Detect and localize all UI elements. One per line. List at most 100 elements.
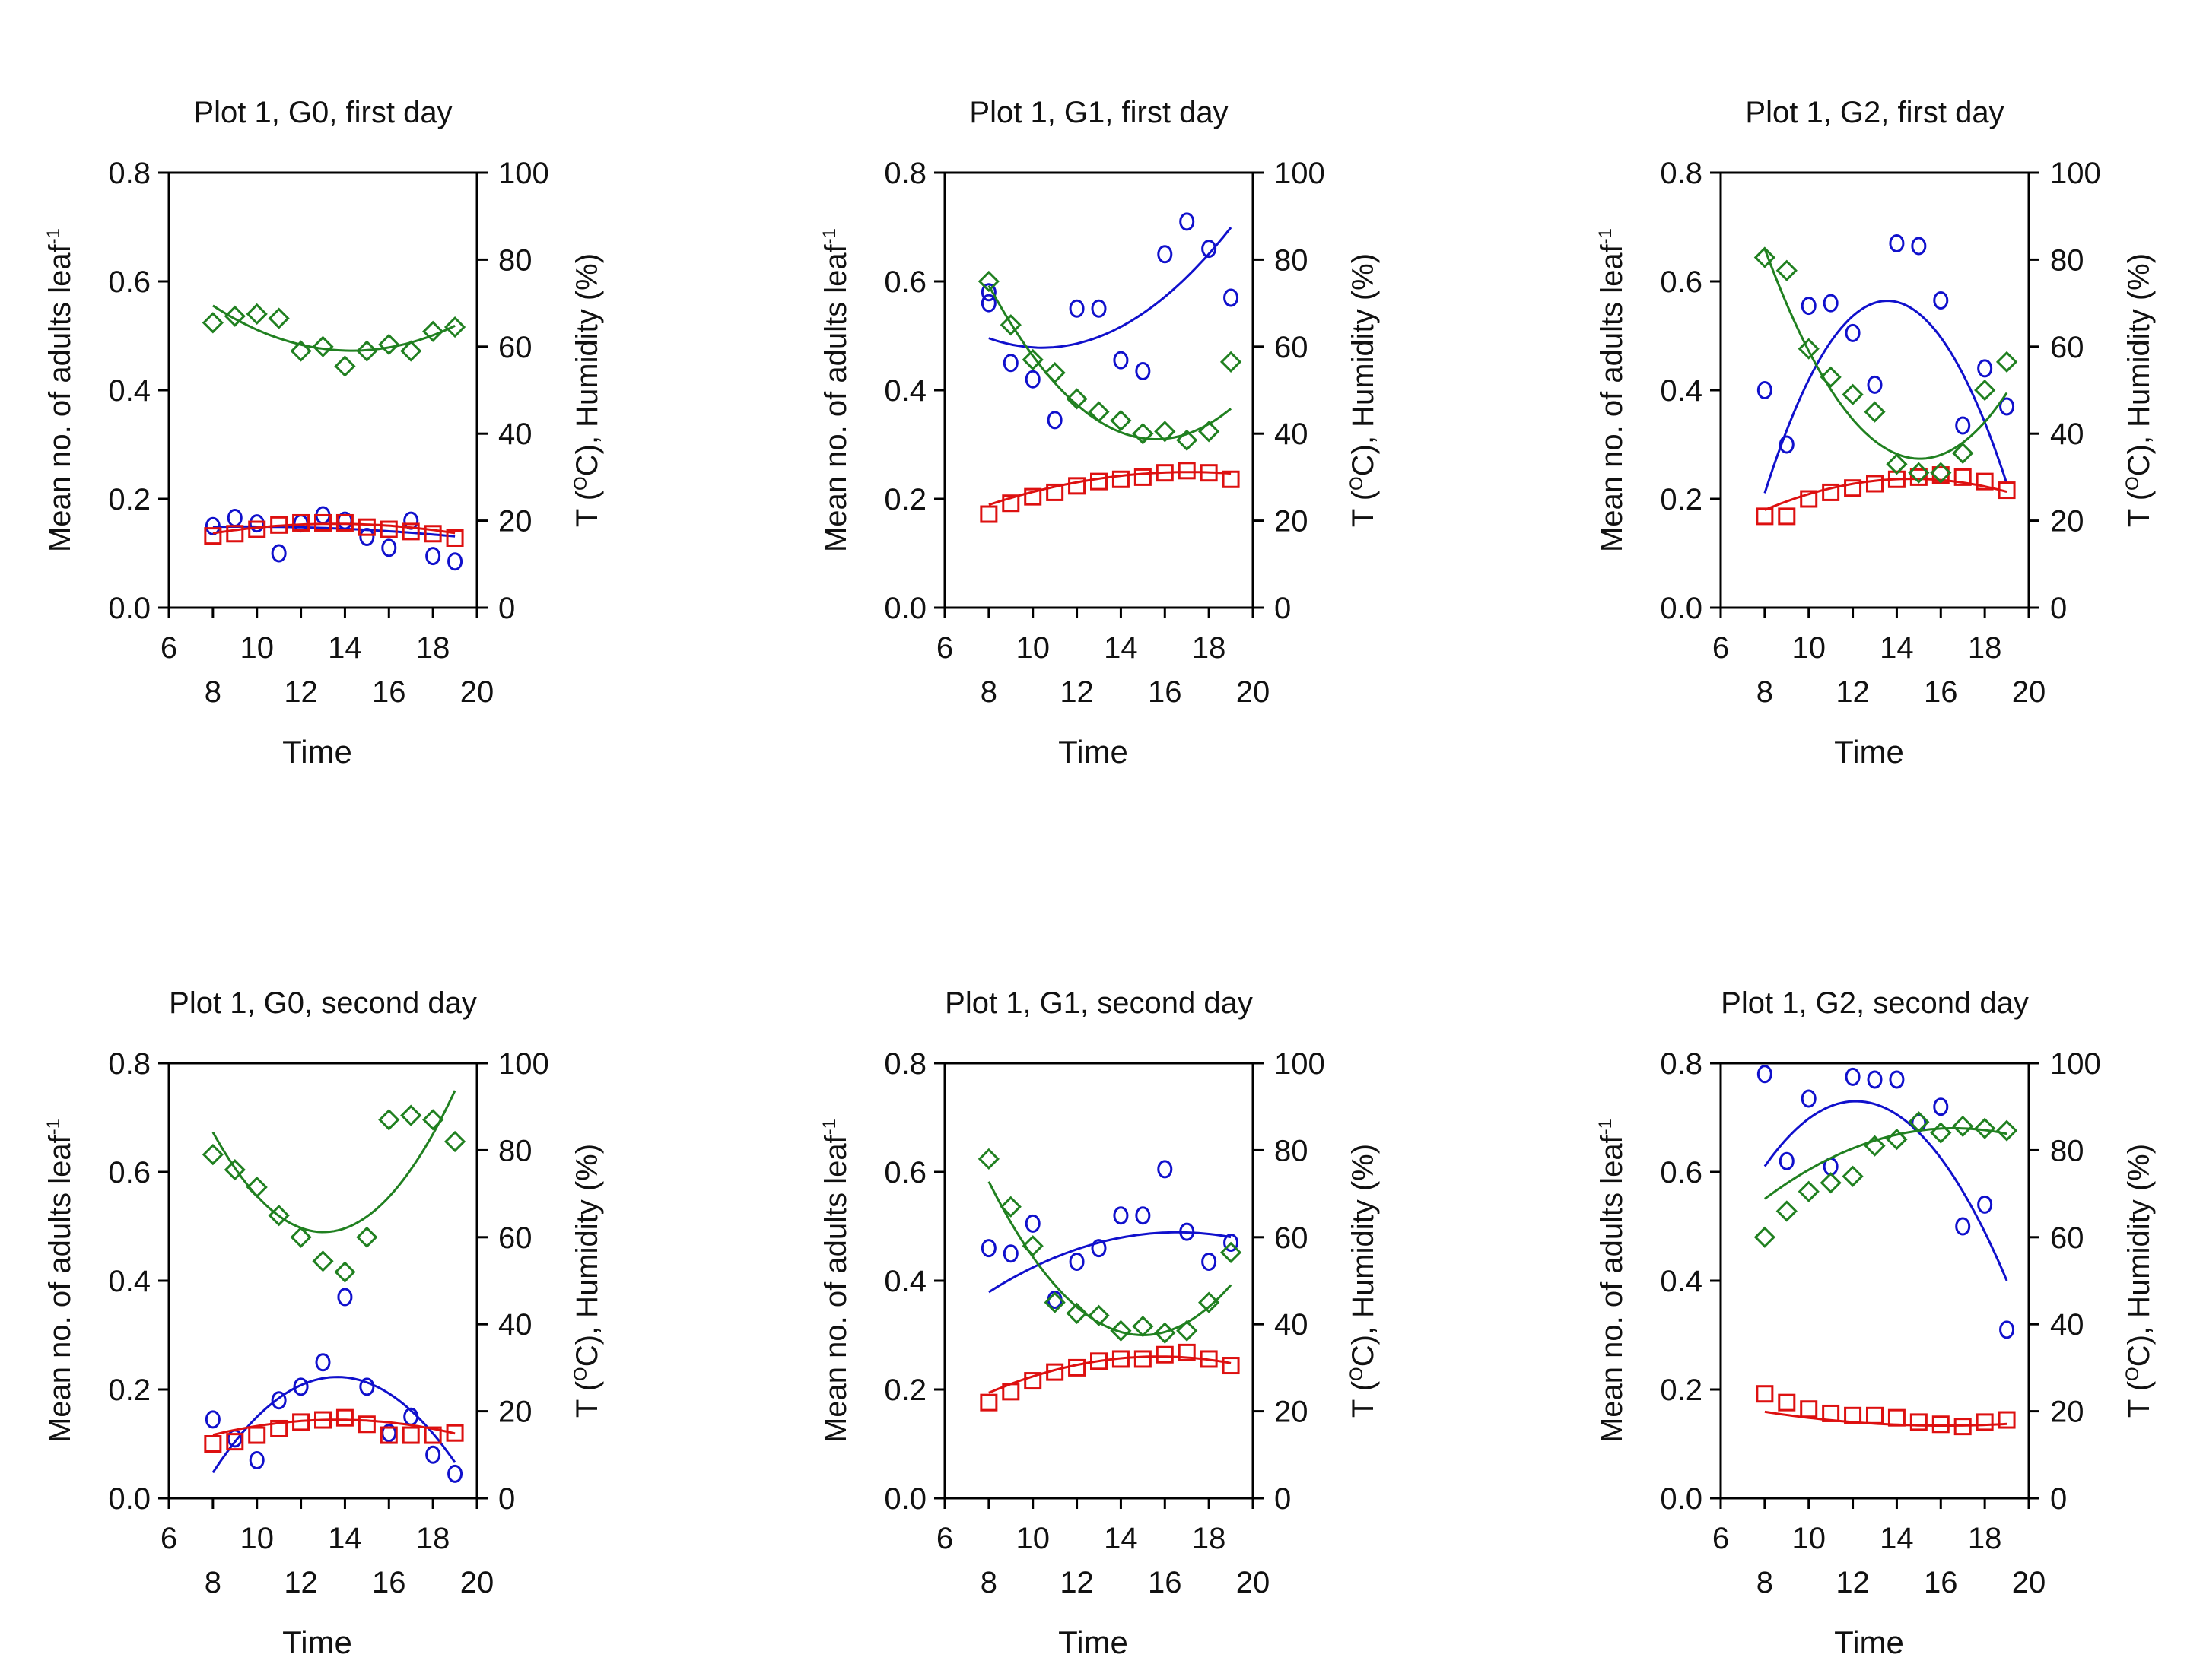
data-point-circle <box>1779 1151 1795 1170</box>
y-tick-label: 0.0 <box>884 592 927 625</box>
y-axis-label-superscript: -1 <box>43 228 64 244</box>
y2-tick-label: 60 <box>2050 331 2084 364</box>
data-point-circle <box>1977 359 1993 378</box>
x-tick-label-upper: 14 <box>1104 631 1138 665</box>
x-tick-label-lower: 8 <box>1756 675 1773 709</box>
data-point-diamond <box>978 1148 1000 1170</box>
y2-tick-label: 60 <box>1274 331 1308 364</box>
x-tick-label-lower: 20 <box>2012 1566 2046 1599</box>
data-point-circle <box>337 1288 353 1307</box>
data-point-square <box>1998 1411 2016 1429</box>
y2-axis-label: T (OC), Humidity (%) <box>1346 253 1380 527</box>
data-point-square <box>204 1435 222 1453</box>
data-point-circle <box>381 538 397 557</box>
chart-panel-4: Plot 1, G0, second day 0.0 0.2 0.4 0.6 0.8 0 20… <box>43 986 604 1660</box>
y-tick-label: 0.8 <box>108 157 151 190</box>
data-point-diamond <box>1753 246 1775 268</box>
x-tick-label-upper: 18 <box>416 631 450 665</box>
y2-axis-label: T (OC), Humidity (%) <box>571 253 604 527</box>
x-tick-label-lower: 12 <box>284 1566 318 1599</box>
data-point-circle <box>205 1410 221 1429</box>
x-axis-label: Time <box>1058 1624 1128 1660</box>
data-point-diamond <box>978 270 1000 293</box>
fit-curve-diamond <box>1763 248 2008 460</box>
data-point-diamond <box>1110 409 1132 432</box>
data-point-square <box>1002 494 1020 513</box>
x-tick-label-lower: 8 <box>981 1566 997 1599</box>
data-point-diamond <box>334 355 356 377</box>
data-point-square <box>1756 507 1774 526</box>
data-point-square <box>1800 490 1818 508</box>
fit-curve-diamond <box>987 284 1232 440</box>
data-point-diamond <box>268 307 290 329</box>
y-tick-label: 0.4 <box>1660 374 1702 408</box>
x-tick-label-lower: 20 <box>1236 1566 1270 1599</box>
x-tick-label-lower: 12 <box>1060 675 1094 709</box>
data-point-square <box>204 527 222 545</box>
series-circle <box>205 506 463 571</box>
chart-title: Plot 1, G2, second day <box>1721 986 2029 1020</box>
data-point-square <box>980 1393 998 1412</box>
data-point-square <box>1024 487 1042 506</box>
data-point-square <box>1133 468 1152 486</box>
data-point-diamond <box>1198 1291 1220 1313</box>
y2-axis-label-main: T ( <box>1346 490 1380 527</box>
data-point-circle <box>1911 237 1927 256</box>
data-point-square <box>1778 1393 1796 1412</box>
fit-curve-circle <box>1763 300 2008 494</box>
y2-tick-label: 60 <box>498 1221 532 1255</box>
data-point-diamond <box>1132 1315 1154 1338</box>
data-point-circle <box>1091 299 1107 318</box>
data-point-diamond <box>1798 1180 1820 1202</box>
chart-title: Plot 1, G0, second day <box>169 986 477 1020</box>
y-axis-label-superscript: -1 <box>43 1119 64 1135</box>
series-diamond <box>202 303 466 377</box>
y2-axis-label-rest: C), Humidity (%) <box>1346 253 1380 476</box>
data-point-diamond <box>1753 1226 1775 1248</box>
data-point-diamond <box>1908 1111 1930 1133</box>
fit-curve-square <box>212 522 456 535</box>
series-circle <box>981 212 1239 430</box>
data-point-circle <box>315 1353 331 1372</box>
data-point-circle <box>1069 1252 1085 1271</box>
chart-title: Plot 1, G1, first day <box>969 96 1228 129</box>
y-tick-label: 0.6 <box>1660 1156 1702 1189</box>
y2-axis-label-superscript: O <box>2122 476 2143 491</box>
data-point-diamond <box>1022 348 1044 371</box>
x-tick-label-upper: 18 <box>1192 631 1226 665</box>
data-point-square <box>1887 1408 1906 1427</box>
data-point-diamond <box>202 1143 224 1166</box>
data-point-diamond <box>1775 259 1798 281</box>
data-point-square <box>1111 470 1130 488</box>
data-point-diamond <box>1088 1304 1110 1326</box>
y-tick-label: 0.0 <box>108 592 151 625</box>
data-point-diamond <box>422 1109 444 1131</box>
fit-curve-diamond <box>212 304 456 352</box>
data-point-circle <box>981 283 997 302</box>
y2-tick-label: 100 <box>2050 157 2101 190</box>
plot-frame <box>943 1062 1254 1500</box>
data-point-square <box>1200 464 1218 482</box>
data-point-diamond <box>1952 442 1974 465</box>
y-axis-label-main: Mean no. of adults leaf <box>43 243 77 552</box>
y-axis-label-superscript: -1 <box>1595 1119 1616 1135</box>
data-point-square <box>380 1426 398 1444</box>
y2-axis-label-superscript: O <box>2122 1367 2143 1381</box>
data-point-circle <box>981 294 997 313</box>
y2-tick-label: 40 <box>498 418 532 451</box>
data-point-square <box>1046 1363 1064 1381</box>
y2-tick-label: 60 <box>2050 1221 2084 1255</box>
series-square <box>1756 466 2016 526</box>
y-axis-label: Mean no. of adults leaf-1 <box>1595 1119 1629 1443</box>
data-point-circle <box>1201 240 1217 259</box>
data-point-square <box>446 1424 464 1442</box>
data-point-diamond <box>1000 1196 1022 1218</box>
y-tick-label: 0.2 <box>108 1374 151 1407</box>
y2-tick-label: 0 <box>1274 1482 1291 1516</box>
y-tick-label: 0.2 <box>884 483 927 516</box>
series-circle <box>1756 233 2015 494</box>
y2-tick-label: 40 <box>498 1308 532 1342</box>
y2-tick-label: 0 <box>2050 1482 2067 1516</box>
data-point-circle <box>1003 1244 1019 1263</box>
